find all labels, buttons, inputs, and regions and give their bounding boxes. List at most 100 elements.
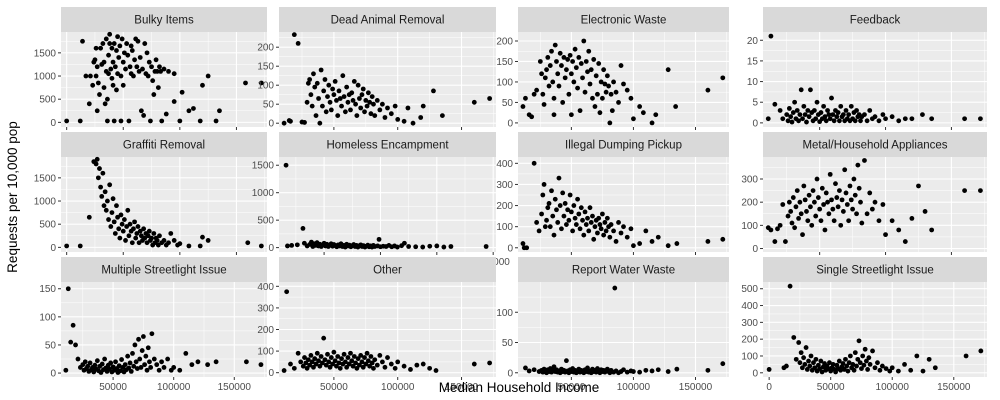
data-point — [63, 367, 69, 373]
data-point — [402, 240, 407, 246]
data-point — [392, 103, 398, 109]
data-point — [161, 238, 167, 243]
data-point — [841, 367, 847, 372]
data-point — [448, 244, 454, 249]
data-point — [355, 82, 361, 88]
data-point — [887, 368, 893, 374]
data-point — [788, 114, 794, 120]
data-point — [797, 199, 803, 205]
data-point — [838, 103, 844, 109]
data-point — [800, 116, 805, 122]
data-point — [792, 225, 798, 231]
data-point — [368, 354, 374, 359]
data-point — [631, 369, 636, 374]
data-point — [783, 239, 788, 244]
data-point — [835, 110, 841, 115]
data-point — [339, 103, 344, 109]
data-point — [321, 88, 327, 94]
data-point — [245, 240, 251, 246]
data-point — [889, 218, 895, 224]
data-point — [65, 286, 71, 292]
data-point — [840, 112, 846, 118]
data-point — [171, 238, 177, 243]
data-point — [705, 87, 711, 93]
data-point — [117, 43, 123, 49]
data-point — [106, 71, 111, 77]
data-point — [812, 365, 818, 371]
data-point — [805, 108, 811, 113]
x-axis-title: Median Household Income — [439, 380, 600, 395]
data-point — [859, 220, 865, 226]
x-tick-label: 100000 — [381, 382, 415, 393]
points-graffiti-removal — [64, 156, 264, 249]
data-point — [524, 245, 530, 251]
data-point — [570, 228, 576, 234]
minor-grid-report-water-waste — [518, 282, 729, 377]
data-point — [87, 360, 93, 366]
data-point — [564, 222, 569, 227]
data-point — [92, 57, 98, 63]
data-point — [845, 368, 851, 374]
data-point — [867, 361, 873, 367]
strip-electronic-waste — [518, 7, 729, 32]
data-point — [665, 67, 671, 73]
data-point — [294, 242, 300, 248]
data-point — [342, 359, 348, 365]
data-point — [854, 211, 859, 217]
y-tick-label: 100 — [257, 347, 274, 358]
data-point — [139, 348, 145, 353]
data-point — [354, 365, 360, 371]
data-point — [847, 353, 853, 359]
data-point — [550, 79, 556, 85]
data-point — [929, 227, 935, 233]
data-point — [358, 353, 364, 358]
points-electronic-waste — [520, 38, 726, 126]
data-point — [846, 360, 852, 366]
strip-label-report-water-waste: Report Water Waste — [572, 265, 675, 277]
y-tick-label: 300 — [257, 303, 274, 314]
data-point — [144, 50, 150, 56]
data-point — [414, 362, 420, 368]
data-point — [114, 48, 119, 53]
data-point — [471, 361, 477, 367]
x-tick-label: 100000 — [876, 382, 910, 393]
data-point — [125, 353, 131, 359]
data-point — [872, 199, 878, 205]
data-point — [330, 361, 336, 367]
data-point — [348, 107, 353, 113]
strip-label-other: Other — [373, 265, 402, 277]
data-point — [797, 360, 803, 366]
data-point — [573, 222, 579, 227]
data-point — [382, 364, 388, 370]
data-point — [367, 99, 373, 105]
data-point — [631, 243, 636, 249]
data-point — [107, 31, 113, 37]
data-point — [439, 113, 445, 118]
data-point — [865, 367, 871, 372]
y-tick-label: 100 — [496, 222, 513, 233]
data-point — [95, 80, 101, 86]
data-point — [304, 99, 310, 105]
data-point — [191, 106, 196, 111]
data-point — [624, 234, 630, 240]
data-point — [777, 108, 783, 113]
data-point — [777, 222, 783, 228]
data-point — [588, 67, 594, 73]
data-point — [127, 360, 133, 366]
data-point — [420, 103, 426, 109]
strip-homeless-encampment — [279, 132, 496, 157]
y-tick-label: 0 — [507, 368, 513, 379]
data-point — [534, 87, 540, 93]
y-tick-label: 500 — [741, 284, 758, 295]
data-point — [103, 36, 109, 42]
data-point — [801, 183, 807, 189]
data-point — [807, 363, 813, 369]
data-point — [64, 243, 70, 249]
data-point — [441, 244, 447, 250]
data-point — [119, 357, 124, 362]
data-point — [852, 350, 858, 356]
data-point — [146, 59, 152, 65]
data-point — [105, 198, 110, 204]
strip-label-bulky-items: Bulky Items — [134, 15, 194, 27]
data-point — [148, 365, 154, 370]
